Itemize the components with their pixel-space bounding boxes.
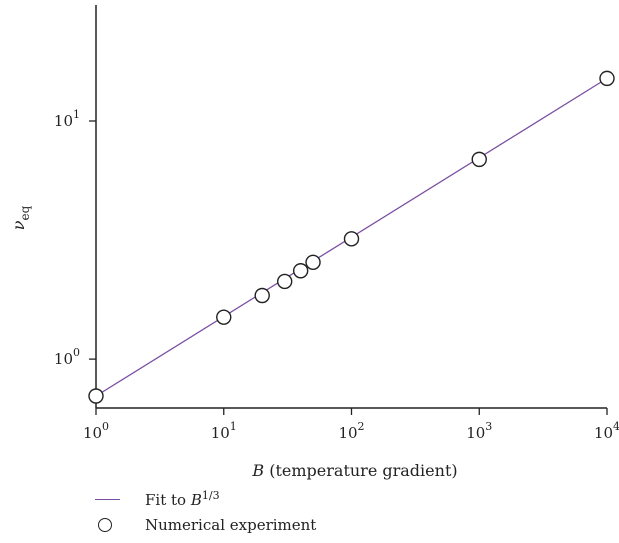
data-point xyxy=(292,263,309,279)
legend-entry-experiment: Numerical experiment xyxy=(95,512,395,538)
y-axis-label: νeq xyxy=(9,205,32,230)
y-tick-label: 101 xyxy=(54,108,80,130)
series-layer xyxy=(88,70,615,404)
legend-label-experiment: Numerical experiment xyxy=(145,516,317,534)
x-tick-label: 102 xyxy=(338,420,364,442)
legend: Fit to B1/3 Numerical experiment xyxy=(95,486,395,538)
x-tick-label: 104 xyxy=(594,420,619,442)
y-ticks: 100 101 xyxy=(54,108,96,368)
x-tick-label: 103 xyxy=(466,420,492,442)
legend-label-fit: Fit to B1/3 xyxy=(145,489,220,509)
data-point xyxy=(216,309,232,325)
plot-area: 100 101 102 103 104 100 101 xyxy=(54,5,619,442)
x-tick-label: 100 xyxy=(83,420,109,442)
data-point xyxy=(599,70,615,87)
data-point xyxy=(254,287,270,304)
x-ticks: 100 101 102 103 104 xyxy=(83,408,619,442)
data-point xyxy=(277,273,293,290)
data-point xyxy=(471,151,487,168)
data-point xyxy=(88,388,104,404)
legend-circle-swatch xyxy=(95,516,135,534)
legend-entry-fit: Fit to B1/3 xyxy=(95,486,395,512)
x-tick-label: 101 xyxy=(211,420,237,442)
y-tick-label: 100 xyxy=(54,346,80,368)
data-point xyxy=(305,254,321,271)
x-axis-label: B (temperature gradient) xyxy=(251,461,457,480)
data-point xyxy=(343,231,360,247)
legend-line-swatch xyxy=(95,490,135,508)
